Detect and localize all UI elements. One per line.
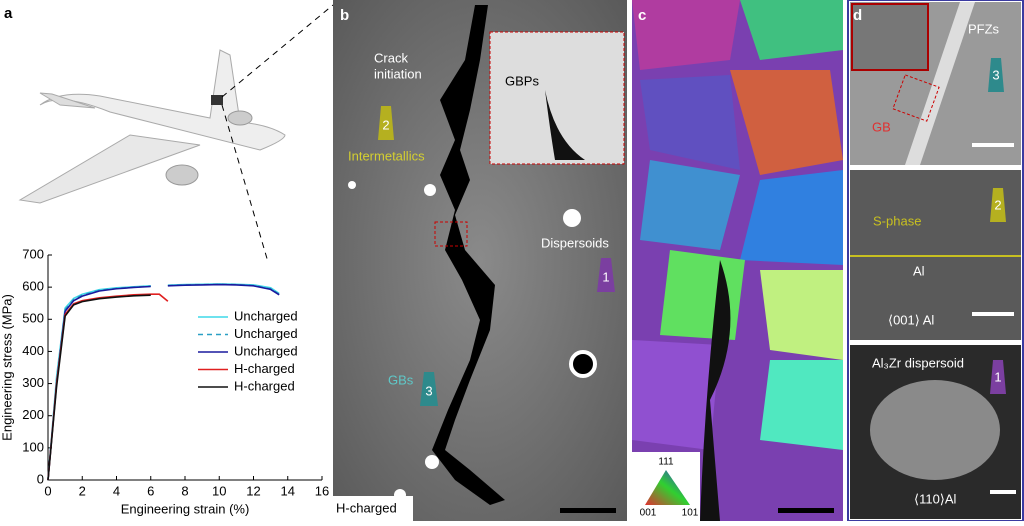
badge: 2 — [382, 117, 389, 132]
series-line — [47, 293, 169, 481]
badge: 1 — [994, 369, 1001, 384]
badge: 2 — [994, 197, 1001, 212]
x-axis-label: Engineering strain (%) — [121, 501, 250, 516]
x-tick-label: 8 — [181, 483, 188, 498]
label: Al₃Zr dispersoid — [872, 355, 964, 370]
label: Al — [913, 263, 925, 278]
label: GBs — [388, 372, 414, 387]
panel-b — [333, 0, 627, 521]
x-tick-label: 16 — [315, 483, 329, 498]
x-tick-label: 6 — [147, 483, 154, 498]
y-tick-label: 200 — [22, 407, 44, 422]
label: H-charged — [336, 500, 397, 515]
key-label: 101 — [682, 508, 699, 519]
legend-label: H-charged — [234, 361, 295, 376]
label: PFZs — [968, 21, 1000, 36]
y-tick-label: 400 — [22, 343, 44, 358]
label: Crack — [374, 50, 408, 65]
y-axis-label: Engineering stress (MPa) — [0, 294, 14, 441]
y-tick-label: 0 — [37, 471, 44, 486]
badge: 3 — [425, 383, 432, 398]
badge: 3 — [992, 67, 999, 82]
chart: 0 2 4 6 8 10 12 14 16 0 100 200 300 400 500 600 700 Engin… — [0, 246, 329, 516]
panel-letter: a — [4, 5, 13, 22]
panel-c — [632, 0, 843, 521]
panel-letter: b — [340, 7, 349, 24]
y-tick-label: 500 — [22, 311, 44, 326]
zoom-line — [221, 104, 269, 263]
panel-d — [847, 0, 1024, 522]
legend-label: H-charged — [234, 378, 295, 393]
y-tick-label: 300 — [22, 375, 44, 390]
panel-letter: c — [638, 7, 646, 24]
key-label: 111 — [658, 457, 674, 468]
key-label: 001 — [640, 508, 657, 519]
panel-letter: d — [853, 7, 862, 24]
label: GB — [872, 119, 891, 134]
legend-label: Uncharged — [234, 326, 298, 341]
label: ⟨001⟩ Al — [888, 312, 934, 327]
x-tick-label: 2 — [79, 483, 86, 498]
legend-label: Uncharged — [234, 308, 298, 323]
label: Intermetallics — [348, 148, 425, 163]
x-tick-label: 4 — [113, 483, 120, 498]
y-tick-label: 700 — [22, 246, 44, 261]
airplane — [18, 49, 286, 204]
label: GBPs — [505, 73, 539, 88]
label: S-phase — [873, 213, 921, 228]
x-tick-label: 12 — [246, 483, 260, 498]
y-tick-label: 600 — [22, 279, 44, 294]
legend-label: Uncharged — [234, 343, 298, 358]
series-line — [47, 294, 151, 481]
label: Dispersoids — [541, 235, 609, 250]
label: initiation — [374, 66, 422, 81]
label: ⟨110⟩Al — [914, 491, 957, 506]
x-tick-label: 0 — [44, 483, 51, 498]
x-tick-label: 10 — [212, 483, 226, 498]
x-tick-label: 14 — [281, 483, 295, 498]
y-tick-label: 100 — [22, 439, 44, 454]
badge: 1 — [602, 269, 609, 284]
zoom-line — [221, 4, 334, 98]
